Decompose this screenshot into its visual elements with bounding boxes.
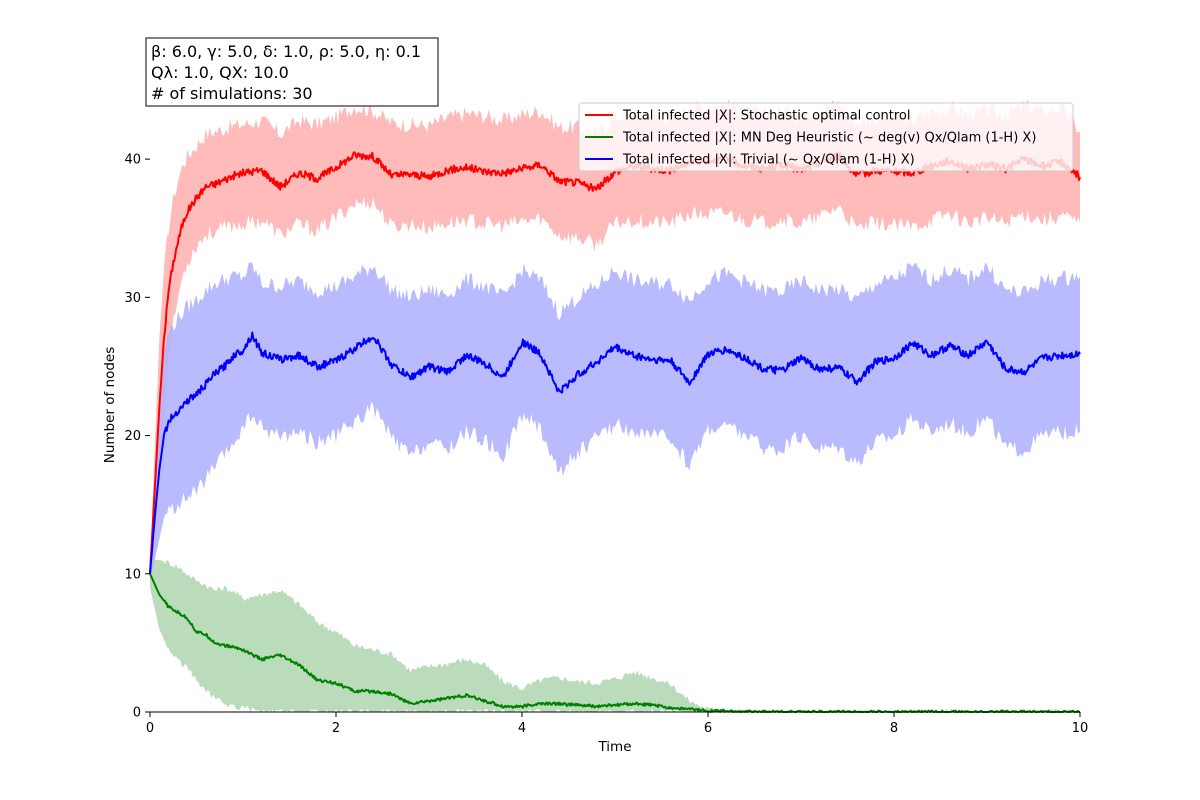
y-tick-label: 30 [124,291,141,306]
series-line-3 [149,331,1081,574]
x-ticks: 0 2 4 6 8 10 [146,712,1088,736]
y-ticks: 0 10 20 30 40 [124,153,150,721]
y-tick-label: 40 [124,153,141,168]
x-axis-label: Time [597,739,631,755]
series-band-3 [150,262,1080,581]
y-tick-label: 20 [124,429,141,444]
y-tick-label: 0 [133,706,141,721]
x-tick-label: 6 [704,721,712,736]
series-band-2 [150,560,1080,712]
x-tick-label: 10 [1072,721,1089,736]
legend-label-2: Total infected |X|: MN Deg Heuristic (~ … [622,131,1036,146]
legend: Total infected |X|: Stochastic optimal c… [578,102,1074,172]
y-tick-label: 10 [124,567,141,582]
confidence-bands [150,98,1080,712]
series-line-2 [149,573,1081,713]
x-tick-label: 0 [146,721,154,736]
x-tick-label: 2 [332,721,340,736]
series-band-1 [150,98,1080,581]
legend-label-1: Total infected |X|: Stochastic optimal c… [622,109,911,124]
x-tick-label: 4 [518,721,526,736]
legend-label-3: Total infected |X|: Trivial (~ Qx/Qlam (… [622,153,915,168]
x-tick-label: 8 [890,721,898,736]
params-line-1: β: 6.0, γ: 5.0, δ: 1.0, ρ: 5.0, η: 0.1 [151,42,421,61]
params-line-3: # of simulations: 30 [151,84,313,103]
y-axis-label: Number of nodes [102,347,118,464]
parameters-box: β: 6.0, γ: 5.0, δ: 1.0, ρ: 5.0, η: 0.1 Q… [145,37,439,107]
params-line-2: Qλ: 1.0, QX: 10.0 [151,63,289,82]
